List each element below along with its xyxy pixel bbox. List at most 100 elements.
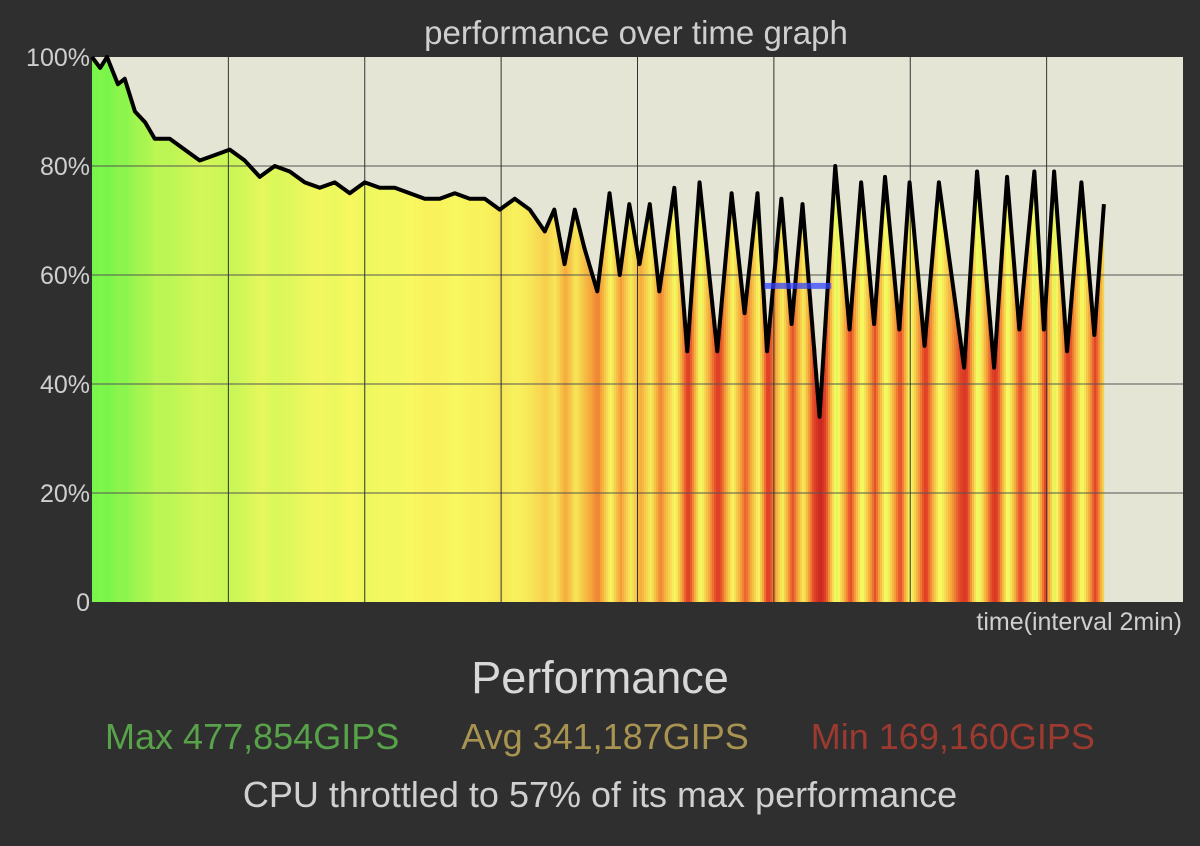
performance-fill-strip [870, 279, 873, 602]
performance-fill-strip [262, 175, 265, 602]
performance-fill-strip [822, 377, 825, 602]
performance-fill-strip [826, 313, 829, 602]
performance-fill-strip [430, 198, 433, 602]
performance-fill-strip [896, 293, 899, 602]
throttle-summary: CPU throttled to 57% of its max performa… [242, 774, 958, 815]
performance-fill-strip [476, 198, 479, 602]
performance-fill-strip [854, 273, 857, 602]
performance-fill-strip [1006, 192, 1009, 603]
performance-fill-strip [1060, 252, 1063, 602]
performance-fill-strip [1002, 251, 1005, 602]
performance-fill-strip [960, 337, 963, 602]
performance-fill-strip [590, 266, 593, 602]
performance-fill-strip [872, 300, 875, 602]
performance-fill-strip [502, 207, 505, 602]
performance-fill-strip [340, 186, 343, 602]
performance-fill-strip [208, 157, 211, 602]
performance-fill-strip [898, 315, 901, 602]
performance-fill-strip [838, 197, 841, 602]
performance-fill-strip [436, 198, 439, 602]
performance-fill-strip [234, 152, 237, 602]
performance-fill-strip [750, 262, 753, 602]
performance-fill-strip [428, 198, 431, 602]
performance-fill-strip [566, 256, 569, 602]
performance-fill-strip [934, 238, 937, 602]
performance-fill-strip [486, 199, 489, 602]
performance-fill-strip [324, 186, 327, 603]
performance-fill-strip [458, 194, 461, 602]
performance-fill-strip [904, 262, 907, 602]
performance-fill-strip [228, 150, 231, 603]
performance-fill-strip [996, 339, 999, 602]
performance-fill-strip [804, 222, 807, 602]
x-axis-label: time(interval 2min) [976, 608, 1182, 636]
performance-fill-strip [908, 204, 911, 602]
performance-fill-strip [402, 190, 405, 602]
performance-fill-strip [410, 193, 413, 602]
min-performance: Min 169,160GIPS [810, 716, 1095, 757]
performance-fill-strip [326, 185, 329, 602]
performance-fill-strip [708, 262, 711, 602]
performance-fill-strip [188, 152, 191, 602]
performance-fill-strip [528, 208, 531, 602]
performance-fill-strip [498, 208, 501, 603]
performance-fill-strip [512, 200, 515, 602]
performance-fill-strip [400, 189, 403, 603]
performance-fill-strip [704, 224, 707, 603]
performance-fill-strip [928, 306, 931, 602]
performance-fill-strip [550, 219, 553, 602]
performance-fill-strip [492, 203, 495, 602]
performance-fill-strip [998, 310, 1001, 602]
performance-fill-strip [914, 230, 917, 602]
performance-fill-strip [832, 217, 835, 603]
performance-fill-strip [374, 185, 377, 602]
performance-fill-strip [296, 175, 299, 602]
performance-fill-strip [464, 196, 467, 602]
performance-fill-strip [900, 320, 903, 602]
performance-fill-strip [248, 164, 251, 603]
performance-fill-strip [484, 198, 487, 602]
performance-fill-strip [1000, 281, 1003, 602]
performance-fill-strip [124, 79, 127, 602]
performance-fill-strip [166, 138, 169, 602]
performance-fill-strip [1032, 196, 1035, 602]
performance-fill-strip [466, 197, 469, 602]
performance-fill-strip [852, 298, 855, 602]
performance-fill-strip [912, 208, 915, 602]
performance-fill-strip [266, 172, 269, 602]
performance-fill-strip [828, 281, 831, 602]
performance-fill-strip [1072, 293, 1075, 602]
performance-fill-strip [360, 185, 363, 602]
performance-fill-strip [100, 67, 103, 603]
performance-fill-strip [748, 281, 751, 602]
performance-fill-strip [218, 153, 221, 602]
performance-fill-strip [412, 194, 415, 602]
performance-fill-strip [348, 191, 351, 602]
performance-fill-strip [212, 156, 215, 602]
performance-fill-strip [606, 221, 609, 602]
performance-fill-strip [662, 272, 665, 602]
performance-fill-strip [762, 267, 765, 602]
performance-fill-strip [692, 286, 695, 602]
performance-fill-strip [346, 190, 349, 603]
performance-fill-strip [394, 187, 397, 603]
performance-fill-strip [650, 206, 653, 602]
performance-fill-strip [660, 286, 663, 602]
performance-fill-strip [714, 320, 717, 602]
performance-fill-strip [1010, 213, 1013, 602]
performance-fill-strip [596, 287, 599, 602]
performance-fill-strip [168, 138, 171, 602]
performance-fill-strip [1068, 340, 1071, 602]
performance-fill-strip [1052, 204, 1055, 602]
performance-fill-strip [260, 176, 263, 603]
performance-fill-strip [1008, 188, 1011, 603]
performance-fill-strip [1100, 257, 1103, 602]
performance-fill-strip [556, 218, 559, 603]
performance-fill-strip [148, 127, 151, 602]
performance-fill-strip [224, 151, 227, 602]
y-tick-label: 80% [40, 153, 90, 181]
performance-fill-strip [244, 160, 247, 602]
performance-fill-strip [422, 197, 425, 602]
performance-fill-strip [112, 69, 115, 603]
performance-fill-strip [938, 192, 941, 602]
